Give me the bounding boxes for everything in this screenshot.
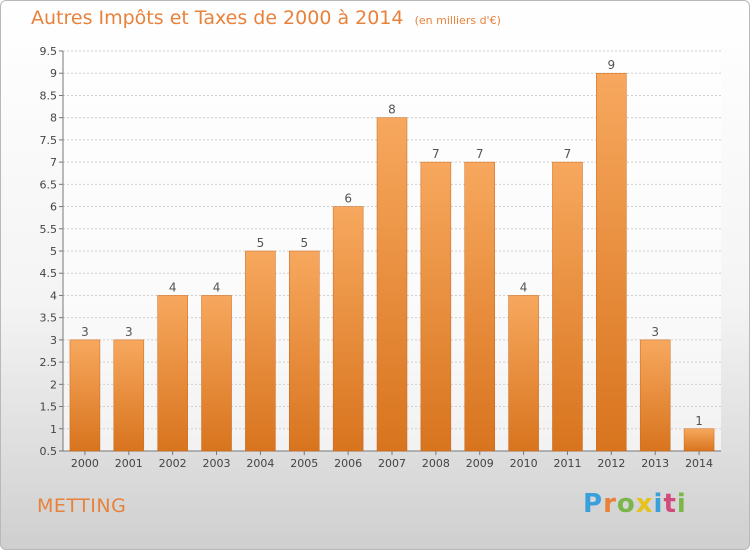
bar: [683, 428, 715, 452]
y-tick-label: 9: [50, 67, 57, 80]
bar-value-label: 5: [300, 236, 308, 250]
y-tick-label: 1.5: [40, 401, 58, 414]
proxiti-logo: Proxiti: [583, 489, 687, 519]
bar: [639, 339, 671, 452]
x-tick-label: 2013: [641, 457, 669, 470]
x-tick-label: 2008: [422, 457, 450, 470]
x-tick-label: 2001: [115, 457, 143, 470]
y-tick-label: 7: [50, 156, 57, 169]
y-tick-label: 4: [50, 289, 57, 302]
y-tick-label: 1: [50, 423, 57, 436]
logo-letter: o: [616, 489, 636, 519]
x-tick-label: 2011: [553, 457, 581, 470]
y-tick-label: 4.5: [40, 267, 58, 280]
bar-value-label: 4: [520, 280, 528, 294]
x-tick-label: 2006: [334, 457, 362, 470]
y-tick-label: 2.5: [40, 356, 58, 369]
bar-value-label: 4: [213, 280, 221, 294]
y-tick-label: 7.5: [40, 134, 58, 147]
x-tick-label: 2010: [510, 457, 538, 470]
y-tick-label: 5.5: [40, 223, 58, 236]
commune-name: METTING: [37, 495, 127, 517]
bar-value-label: 1: [695, 414, 703, 428]
bar: [464, 161, 495, 452]
bar-value-label: 3: [651, 325, 659, 339]
logo-letter: r: [603, 489, 617, 519]
bar-value-label: 4: [169, 280, 177, 294]
bar: [552, 161, 583, 452]
y-tick-label: 8: [50, 112, 57, 125]
bar: [289, 250, 320, 452]
y-tick-label: 6.5: [40, 178, 58, 191]
bar: [332, 206, 364, 452]
y-tick-label: 6: [50, 201, 57, 214]
logo-letter: P: [583, 489, 604, 519]
bar-value-label: 7: [564, 147, 572, 161]
bar: [201, 295, 232, 452]
bar: [596, 72, 627, 452]
x-tick-label: 2014: [685, 457, 713, 470]
x-tick-label: 2007: [378, 457, 406, 470]
x-tick-label: 2012: [597, 457, 625, 470]
chart-unit: (en milliers d'€): [414, 14, 501, 27]
x-tick-label: 2000: [71, 457, 99, 470]
bar: [508, 295, 539, 452]
bar: [420, 161, 452, 452]
bar-value-label: 7: [476, 147, 484, 161]
bar-value-label: 7: [432, 147, 440, 161]
y-tick-label: 3: [50, 334, 57, 347]
logo-letter: x: [635, 489, 654, 519]
bar-value-label: 3: [125, 325, 133, 339]
bar-value-label: 5: [257, 236, 265, 250]
y-tick-label: 5: [50, 245, 57, 258]
y-tick-label: 9.5: [40, 45, 58, 58]
bar: [376, 117, 408, 452]
y-tick-label: 2: [50, 378, 57, 391]
bar-value-label: 3: [81, 325, 89, 339]
bar: [69, 339, 101, 452]
bar: [245, 250, 276, 452]
logo-letter: i: [653, 489, 664, 519]
x-tick-label: 2003: [203, 457, 231, 470]
x-tick-label: 2005: [290, 457, 318, 470]
x-tick-label: 2009: [466, 457, 494, 470]
x-tick-label: 2002: [159, 457, 187, 470]
bar: [113, 339, 145, 452]
bar-value-label: 6: [344, 192, 352, 206]
bar-value-label: 9: [608, 58, 616, 72]
chart-title: Autres Impôts et Taxes de 2000 à 2014: [31, 7, 404, 29]
logo-letter: i: [676, 489, 687, 519]
title-row: Autres Impôts et Taxes de 2000 à 2014 (e…: [31, 7, 501, 29]
bar-value-label: 8: [388, 103, 396, 117]
y-tick-label: 8.5: [40, 89, 58, 102]
bar: [157, 295, 188, 452]
x-tick-label: 2004: [246, 457, 274, 470]
y-tick-label: 0.5: [40, 445, 58, 458]
logo-letter: t: [663, 489, 677, 519]
y-tick-label: 3.5: [40, 312, 58, 325]
